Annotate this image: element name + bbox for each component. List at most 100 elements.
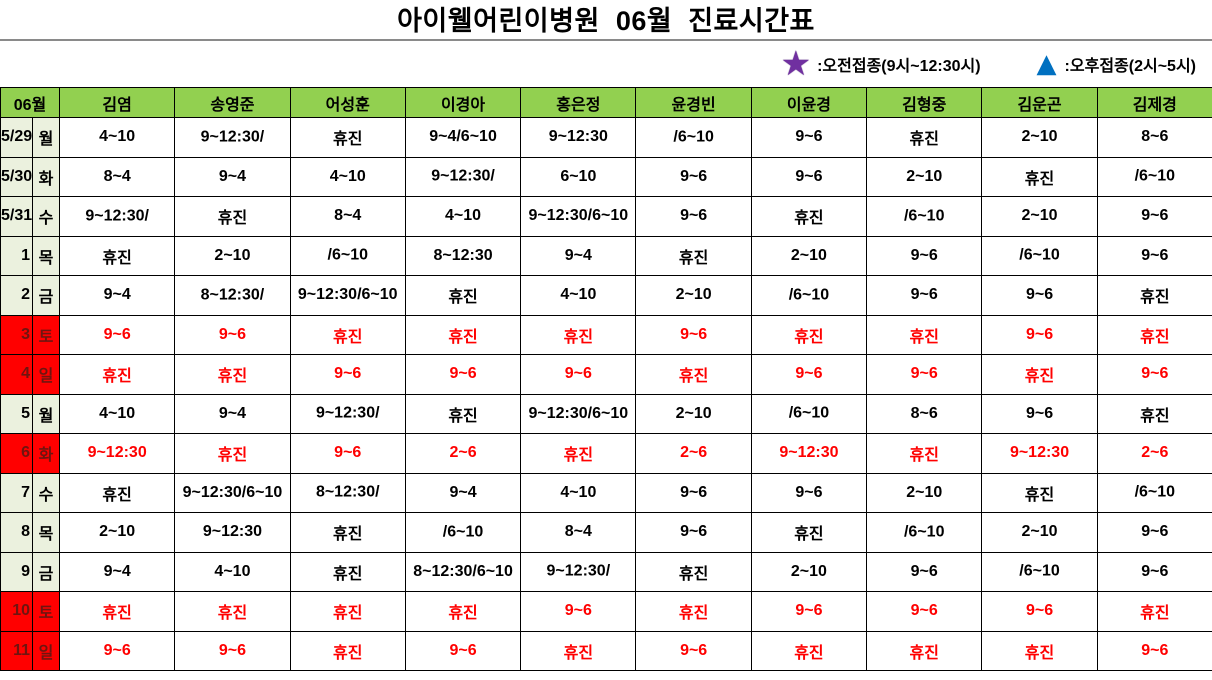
schedule-hours-text: 9~6 <box>1141 207 1169 225</box>
weekday-cell: 화 <box>32 156 60 197</box>
schedule-cell: 9~6 <box>1096 512 1212 553</box>
schedule-hours-text: 9~6 <box>795 365 823 383</box>
schedule-hours-text: 2~10 <box>99 523 136 541</box>
schedule-cell: /6~10 <box>866 512 983 553</box>
schedule-hours-text: 2~10 <box>1021 523 1058 541</box>
schedule-cell: 9~12:30/ <box>58 196 176 237</box>
schedule-cell: 9~12:30/6~10 <box>174 472 291 513</box>
schedule-cell: 9~6 <box>635 156 752 197</box>
schedule-hours-text: 9~6 <box>795 483 823 501</box>
schedule-hours-text: 휴진 <box>1140 407 1170 425</box>
schedule-cell: 9~6 <box>750 354 868 395</box>
schedule-cell: 9~6 <box>866 354 983 395</box>
page-title: 아이웰어린이병원 06월 진료시간표 <box>397 6 815 36</box>
schedule-hours-text: 9~6 <box>680 523 708 541</box>
schedule-cell: 휴진 <box>1096 314 1212 355</box>
schedule-cell: 휴진 <box>1096 393 1212 434</box>
doctor-header: 이경아 <box>404 87 522 118</box>
schedule-hours-text: 9~6 <box>564 602 592 620</box>
schedule-cell: 9~12:30 <box>174 512 291 553</box>
schedule-cell: 9~6 <box>404 354 522 395</box>
schedule-hours-text: 2~6 <box>680 444 708 462</box>
schedule-cell: 휴진 <box>1096 275 1212 316</box>
schedule-cell: /6~10 <box>981 551 1098 592</box>
schedule-cell: 8~12:30/6~10 <box>404 551 522 592</box>
schedule-cell: 8~4 <box>520 512 637 553</box>
schedule-cell: 2~10 <box>981 196 1098 237</box>
weekday-cell: 토 <box>32 314 60 355</box>
schedule-cell: 휴진 <box>289 512 406 553</box>
schedule-hours-text: 8~6 <box>1141 128 1169 146</box>
schedule-cell: 9~6 <box>635 630 752 671</box>
schedule-hours-text: 휴진 <box>1140 605 1170 623</box>
schedule-cell: 9~6 <box>750 117 868 158</box>
schedule-hours-text: 휴진 <box>1024 368 1055 386</box>
schedule-hours-text: 9~4 <box>564 246 592 264</box>
schedule-hours-text: 9~12:30/6~10 <box>297 286 398 304</box>
schedule-cell: 휴진 <box>404 314 522 355</box>
schedule-hours-text: 휴진 <box>794 526 824 544</box>
schedule-cell: 9~12:30/ <box>174 117 291 158</box>
schedule-cell: 4~10 <box>289 156 406 197</box>
schedule-cell: 9~12:30/6~10 <box>520 196 637 237</box>
schedule-cell: 9~6 <box>1096 235 1212 276</box>
schedule-cell: 휴진 <box>58 354 176 395</box>
schedule-hours-text: 휴진 <box>909 644 939 662</box>
schedule-hours-text: 9~6 <box>1025 602 1054 620</box>
schedule-cell: 9~6 <box>1096 196 1212 237</box>
schedule-cell: 9~6 <box>635 314 752 355</box>
date-cell: 2 <box>0 275 33 316</box>
schedule-hours-text: 9~6 <box>680 325 708 343</box>
schedule-cell: 휴진 <box>174 591 291 632</box>
schedule-hours-text: 9~6 <box>1141 641 1169 659</box>
schedule-hours-text: 2~10 <box>906 483 943 501</box>
schedule-cell: 휴진 <box>981 630 1098 671</box>
schedule-cell: 8~4 <box>58 156 176 197</box>
schedule-cell: /6~10 <box>866 196 983 237</box>
schedule-hours-text: 9~6 <box>1025 325 1054 343</box>
schedule-cell: 9~6 <box>520 354 637 395</box>
schedule-hours-text: 9~12:30 <box>87 444 147 462</box>
schedule-hours-text: /6~10 <box>1019 562 1060 580</box>
schedule-cell: 9~6 <box>981 591 1098 632</box>
schedule-row: 11 일 9~6 9~6 휴진 9~6 휴진 9~6 휴진 휴진 휴진 9~6 <box>0 630 1212 671</box>
schedule-hours-text: 9~4 <box>103 286 131 304</box>
schedule-cell: 휴진 <box>866 630 983 671</box>
schedule-cell: 2~10 <box>635 275 752 316</box>
schedule-cell: 휴진 <box>750 314 868 355</box>
schedule-cell: 휴진 <box>404 591 522 632</box>
schedule-hours-text: /6~10 <box>1019 246 1060 264</box>
schedule-cell: 9~6 <box>635 512 752 553</box>
schedule-cell: 9~4/6~10 <box>404 117 522 158</box>
schedule-hours-text: 9~12:30/ <box>431 167 495 185</box>
schedule-hours-text: 9~12:30/6~10 <box>528 404 629 422</box>
weekday-cell: 일 <box>32 354 60 395</box>
date-cell: 5/30 <box>0 156 33 197</box>
schedule-hours-text: 휴진 <box>217 605 248 623</box>
schedule-cell: 휴진 <box>750 512 868 553</box>
schedule-cell: 9~12:30/ <box>520 551 637 592</box>
schedule-hours-text: 휴진 <box>678 605 709 623</box>
schedule-hours-text: 4~10 <box>329 167 366 185</box>
legend-afternoon-vaccination: ▲ :오후접종(2시~5시) <box>1037 51 1196 77</box>
schedule-hours-text: 휴진 <box>909 131 939 149</box>
schedule-hours-text: 2~10 <box>675 404 712 422</box>
schedule-hours-text: 9~6 <box>910 365 938 383</box>
schedule-hours-text: 휴진 <box>563 328 594 346</box>
schedule-row: 8 목 2~10 9~12:30 휴진/6~10 8~4 9~6 휴진/6~10 2~10 9~6 <box>0 512 1212 553</box>
schedule-cell: 9~6 <box>289 433 406 474</box>
schedule-hours-text: 9~12:30/ <box>315 404 380 422</box>
schedule-cell: 휴진 <box>866 314 983 355</box>
schedule-cell: 휴진 <box>520 630 637 671</box>
schedule-hours-text: 휴진 <box>794 644 824 662</box>
schedule-hours-text: 휴진 <box>333 644 363 662</box>
schedule-hours-text: 9~4 <box>103 562 131 580</box>
weekday-cell: 일 <box>32 630 60 671</box>
schedule-hours-text: 휴진 <box>678 249 709 267</box>
schedule-cell: 6~10 <box>520 156 637 197</box>
schedule-hours-text: 8~4 <box>334 207 362 225</box>
schedule-cell: 휴진 <box>1096 591 1212 632</box>
schedule-hours-text: 2~6 <box>1141 444 1169 462</box>
schedule-cell: /6~10 <box>404 512 522 553</box>
schedule-hours-text: /6~10 <box>903 523 945 541</box>
